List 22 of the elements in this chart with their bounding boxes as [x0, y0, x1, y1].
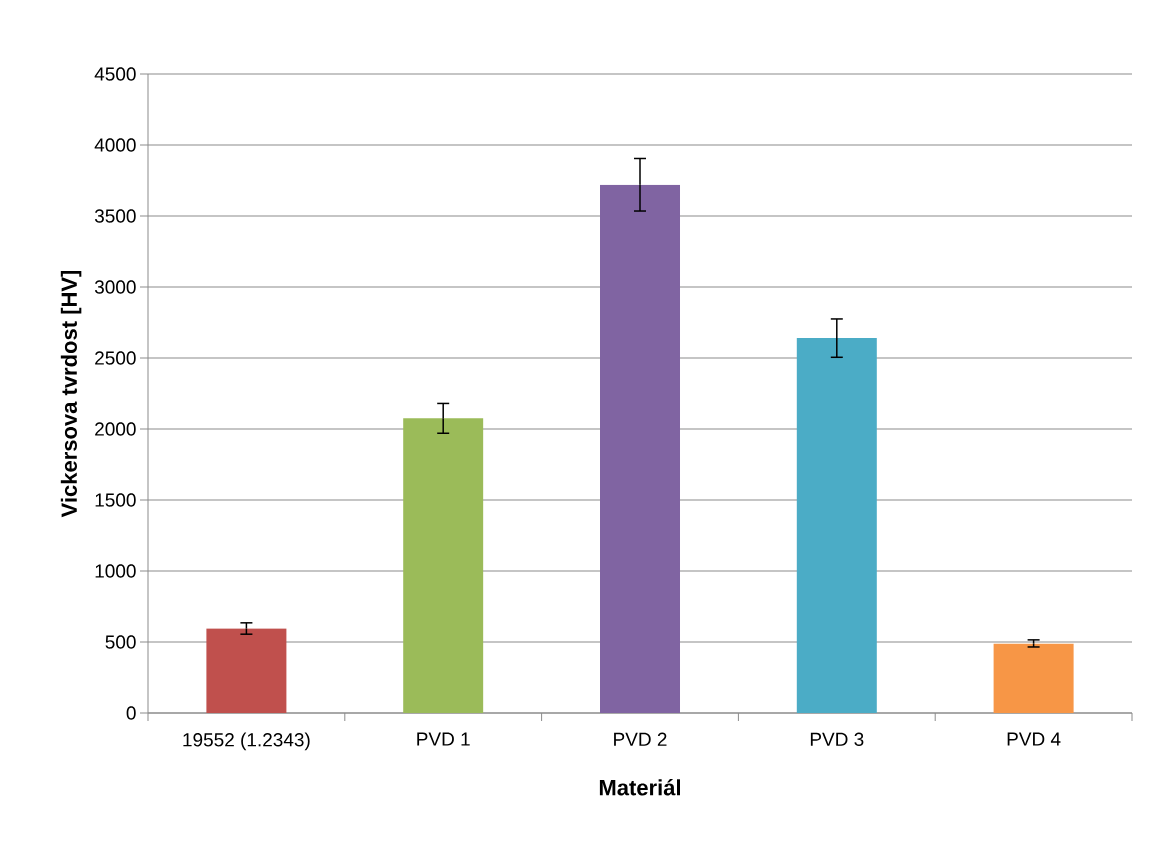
bar [403, 418, 484, 713]
y-tick-label: 0 [126, 706, 136, 720]
bar [796, 338, 877, 713]
y-tick-label: 500 [105, 635, 136, 649]
x-tick-label: PVD 2 [614, 732, 667, 746]
y-tick-label: 2000 [95, 422, 136, 436]
y-tick-label: 4000 [94, 138, 136, 152]
bar [600, 184, 680, 713]
y-tick-label: 1500 [95, 493, 136, 507]
x-tick-label: PVD 1 [417, 732, 470, 746]
y-tick-label: 4500 [94, 67, 136, 81]
y-tick-label: 1000 [95, 564, 136, 578]
y-tick-label: 2500 [95, 351, 136, 365]
y-tick-label: 3500 [94, 209, 136, 223]
y-tick-label: 3000 [94, 280, 136, 294]
y-axis-title: Vickersova tvrdost [HV] [60, 270, 82, 518]
x-tick-label: PVD 3 [810, 732, 864, 746]
bar [993, 643, 1074, 713]
x-tick-label: 19552 (1.2343) [183, 732, 310, 751]
bar [206, 628, 287, 713]
x-tick-label: PVD 4 [1007, 732, 1061, 746]
x-axis-title: Materiál [599, 779, 680, 796]
